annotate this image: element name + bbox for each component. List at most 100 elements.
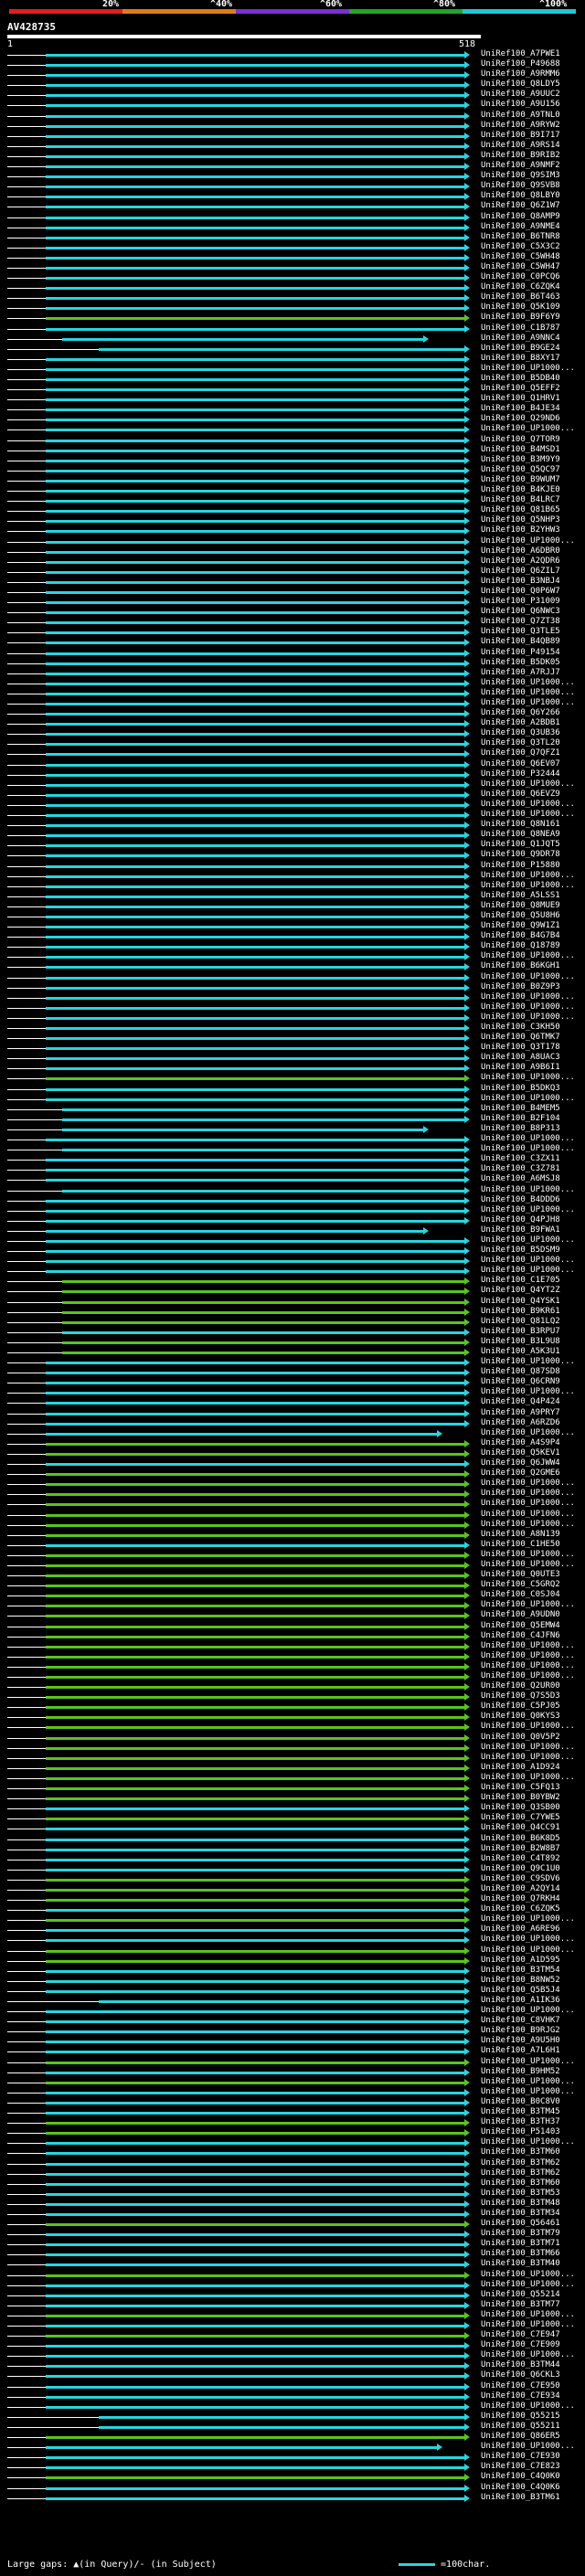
hit-row[interactable]: UniRef100_Q3SB00 (0, 1803, 585, 1813)
hit-alignment-bar[interactable] (62, 1290, 464, 1294)
hit-row[interactable]: UniRef100_C7E934 (0, 2391, 585, 2401)
hit-label[interactable]: UniRef100_B4MEM5 (481, 1103, 560, 1113)
hit-row[interactable]: UniRef100_P49688 (0, 59, 585, 69)
hit-label[interactable]: UniRef100_B3TM34 (481, 2208, 560, 2218)
hit-alignment-bar[interactable] (46, 1899, 464, 1903)
hit-alignment-bar[interactable] (46, 783, 464, 787)
hit-row[interactable]: UniRef100_A7PWE1 (0, 49, 585, 59)
hit-row[interactable]: UniRef100_C4T892 (0, 1854, 585, 1864)
hit-row[interactable]: UniRef100_C7YWE5 (0, 1813, 585, 1823)
hit-alignment-bar[interactable] (46, 367, 464, 371)
hit-alignment-bar[interactable] (46, 449, 464, 452)
hit-alignment-bar[interactable] (62, 1149, 464, 1152)
hit-label[interactable]: UniRef100_A9U156 (481, 100, 560, 110)
hit-label[interactable]: UniRef100_C6ZQK4 (481, 282, 560, 292)
hit-alignment-bar[interactable] (46, 1595, 464, 1598)
hit-alignment-bar[interactable] (46, 2446, 437, 2450)
hit-label[interactable]: UniRef100_B6K8D5 (481, 1833, 560, 1843)
hit-alignment-bar[interactable] (46, 216, 464, 219)
hit-alignment-bar[interactable] (46, 1027, 464, 1030)
hit-row[interactable]: UniRef100_A6RZD6 (0, 1418, 585, 1428)
hit-row[interactable]: UniRef100_Q3TL20 (0, 738, 585, 748)
hit-row[interactable]: UniRef100_A2QDR6 (0, 557, 585, 567)
hit-row[interactable]: UniRef100_B9FWA1 (0, 1225, 585, 1235)
hit-label[interactable]: UniRef100_A9NNC4 (481, 333, 560, 343)
hit-label[interactable]: UniRef100_A7RJJ7 (481, 667, 560, 677)
hit-row[interactable]: UniRef100_Q5U8H6 (0, 911, 585, 921)
hit-row[interactable]: UniRef100_Q3T178 (0, 1043, 585, 1053)
hit-label[interactable]: UniRef100_B4DDD6 (481, 1194, 560, 1204)
hit-row[interactable]: UniRef100_Q6CRN9 (0, 1377, 585, 1387)
hit-label[interactable]: UniRef100_UP1000... (481, 677, 575, 687)
hit-row[interactable]: UniRef100_Q3TLE5 (0, 627, 585, 637)
hit-row[interactable]: UniRef100_A9NNC4 (0, 334, 585, 344)
hit-label[interactable]: UniRef100_A1D595 (481, 1955, 560, 1965)
hit-alignment-bar[interactable] (46, 1513, 464, 1517)
hit-label[interactable]: UniRef100_Q3TLE5 (481, 627, 560, 637)
hit-row[interactable]: UniRef100_A9U156 (0, 100, 585, 110)
hit-label[interactable]: UniRef100_A6RE96 (481, 1924, 560, 1935)
hit-alignment-bar[interactable] (46, 1503, 464, 1507)
hit-alignment-bar[interactable] (46, 2101, 464, 2104)
hit-alignment-bar[interactable] (46, 84, 464, 88)
hit-row[interactable]: UniRef100_C5WH48 (0, 252, 585, 262)
hit-row[interactable]: UniRef100_A2BDB1 (0, 718, 585, 728)
hit-label[interactable]: UniRef100_B3TH37 (481, 2117, 560, 2127)
hit-label[interactable]: UniRef100_Q0UTE3 (481, 1570, 560, 1580)
hit-alignment-bar[interactable] (46, 875, 464, 878)
hit-label[interactable]: UniRef100_UP1000... (481, 2137, 575, 2147)
hit-row[interactable]: UniRef100_UP1000... (0, 2320, 585, 2330)
hit-alignment-bar[interactable] (46, 2476, 464, 2480)
hit-row[interactable]: UniRef100_Q5KEV1 (0, 1448, 585, 1458)
hit-row[interactable]: UniRef100_A9RS14 (0, 141, 585, 151)
hit-alignment-bar[interactable] (46, 1209, 464, 1213)
hit-row[interactable]: UniRef100_A9UUC2 (0, 90, 585, 100)
hit-alignment-bar[interactable] (46, 550, 464, 554)
hit-row[interactable]: UniRef100_C7E930 (0, 2452, 585, 2462)
hit-row[interactable]: UniRef100_UP1000... (0, 1753, 585, 1763)
hit-label[interactable]: UniRef100_A9RMM6 (481, 69, 560, 80)
hit-label[interactable]: UniRef100_Q7RKH4 (481, 1894, 560, 1904)
hit-row[interactable]: UniRef100_Q7ZT38 (0, 617, 585, 627)
hit-alignment-bar[interactable] (46, 186, 464, 189)
hit-alignment-bar[interactable] (62, 1108, 464, 1111)
hit-alignment-bar[interactable] (46, 246, 464, 249)
hit-label[interactable]: UniRef100_UP1000... (481, 424, 575, 434)
hit-row[interactable]: UniRef100_B3TM48 (0, 2199, 585, 2209)
hit-alignment-bar[interactable] (46, 1442, 464, 1446)
hit-row[interactable]: UniRef100_A7RJJ7 (0, 668, 585, 678)
hit-label[interactable]: UniRef100_B9FWA1 (481, 1224, 560, 1235)
hit-label[interactable]: UniRef100_UP1000... (481, 951, 575, 961)
hit-alignment-bar[interactable] (46, 1493, 464, 1497)
hit-alignment-bar[interactable] (46, 1676, 464, 1679)
hit-label[interactable]: UniRef100_C7E823 (481, 2462, 560, 2472)
hit-label[interactable]: UniRef100_A7PWE1 (481, 49, 560, 58)
hit-row[interactable]: UniRef100_UP1000... (0, 2280, 585, 2290)
hit-alignment-bar[interactable] (46, 2162, 464, 2166)
hit-label[interactable]: UniRef100_UP1000... (481, 1742, 575, 1752)
hit-label[interactable]: UniRef100_UP1000... (481, 2401, 575, 2411)
hit-alignment-bar[interactable] (46, 885, 464, 888)
hit-row[interactable]: UniRef100_C1B787 (0, 323, 585, 334)
hit-label[interactable]: UniRef100_UP1000... (481, 1134, 575, 1144)
hit-alignment-bar[interactable] (46, 2091, 464, 2094)
hit-row[interactable]: UniRef100_C7E950 (0, 2381, 585, 2391)
hit-alignment-bar[interactable] (46, 2051, 464, 2054)
hit-label[interactable]: UniRef100_Q6EV07 (481, 758, 560, 769)
hit-row[interactable]: UniRef100_Q4YT2Z (0, 1286, 585, 1296)
hit-alignment-bar[interactable] (46, 1807, 464, 1811)
hit-alignment-bar[interactable] (62, 1300, 464, 1304)
hit-label[interactable]: UniRef100_A9PRY7 (481, 1407, 560, 1417)
hit-alignment-bar[interactable] (62, 1330, 464, 1334)
hit-row[interactable]: UniRef100_B4DDD6 (0, 1195, 585, 1205)
hit-label[interactable]: UniRef100_C5GRQ2 (481, 1580, 560, 1590)
hit-label[interactable]: UniRef100_B3L9U8 (481, 1336, 560, 1346)
hit-alignment-bar[interactable] (46, 905, 464, 908)
hit-row[interactable]: UniRef100_B0YBW2 (0, 1793, 585, 1803)
hit-alignment-bar[interactable] (46, 2142, 464, 2146)
hit-label[interactable]: UniRef100_A9UUC2 (481, 90, 560, 100)
hit-row[interactable]: UniRef100_B4QB89 (0, 637, 585, 647)
hit-row[interactable]: UniRef100_Q6JWW4 (0, 1458, 585, 1468)
hit-alignment-bar[interactable] (46, 1483, 464, 1487)
hit-alignment-bar[interactable] (46, 2304, 464, 2307)
